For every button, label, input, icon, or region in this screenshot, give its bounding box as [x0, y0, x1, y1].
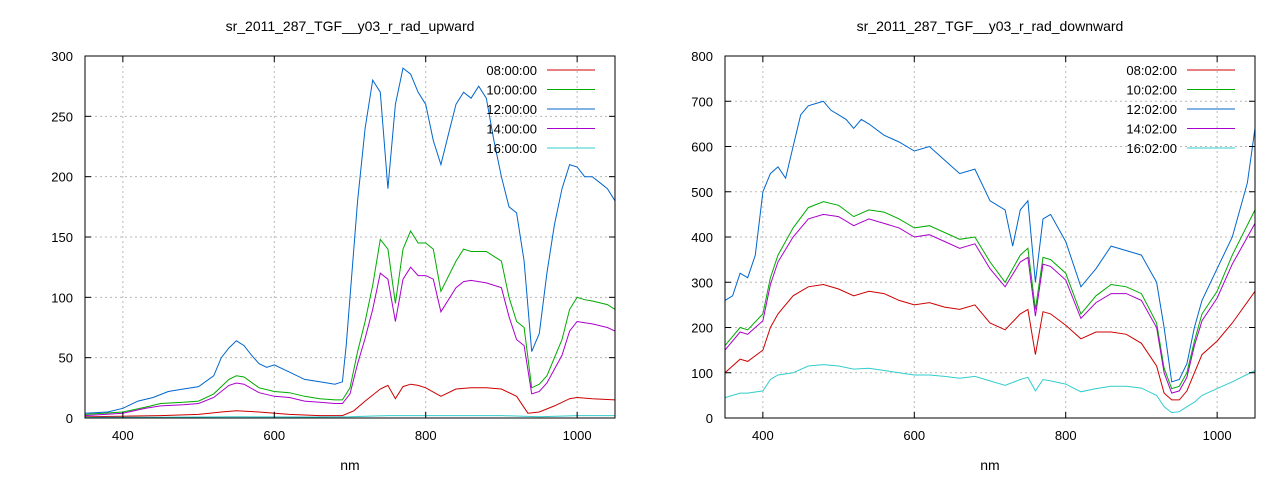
y-tick-label: 50 [59, 351, 73, 366]
x-axis-label: nm [980, 457, 999, 473]
x-tick-label: 600 [263, 428, 285, 443]
legend-entry-label: 16:00:00 [486, 141, 537, 156]
legend-entry-label: 08:02:00 [1126, 63, 1177, 78]
y-tick-label: 300 [51, 49, 73, 64]
series-line-08-00-00 [84, 383, 616, 418]
series-line-16-00-00 [84, 415, 615, 418]
legend-entry-label: 12:00:00 [486, 102, 537, 117]
y-tick-label: 700 [691, 94, 713, 109]
legend-entry-label: 10:02:00 [1126, 83, 1177, 98]
series-line-12-00-00 [84, 67, 616, 414]
series-line-14-02-00 [724, 213, 1256, 394]
chart-upward: sr_2011_287_TGF__y03_r_rad_upward 400 600 8… [51, 18, 616, 473]
y-tick-label: 0 [66, 411, 73, 426]
y-tick-label: 200 [51, 170, 73, 185]
legend-entry-label: 10:00:00 [486, 83, 537, 98]
chart-title: sr_2011_287_TGF__y03_r_rad_upward [226, 18, 475, 34]
x-tick-label: 1000 [1203, 428, 1232, 443]
y-tick-label: 250 [51, 109, 73, 124]
series-line-08-02-00 [724, 283, 1256, 401]
chart-downward: sr_2011_287_TGF__y03_r_rad_downward 400 60… [691, 18, 1256, 473]
chart-title: sr_2011_287_TGF__y03_r_rad_downward [857, 18, 1124, 34]
y-tick-label: 600 [691, 140, 713, 155]
y-tick-label: 100 [691, 366, 713, 381]
y-tick-label: 500 [691, 185, 713, 200]
x-tick-label: 400 [112, 428, 134, 443]
x-tick-label: 600 [903, 428, 925, 443]
y-tick-label: 100 [51, 290, 73, 305]
series-line-14-00-00 [84, 266, 616, 417]
x-axis-label: nm [340, 457, 359, 473]
legend-entry-label: 16:02:00 [1126, 141, 1177, 156]
y-tick-label: 150 [51, 230, 73, 245]
y-tick-label: 0 [706, 411, 713, 426]
series-line-16-02-00 [724, 364, 1256, 414]
y-tick-label: 300 [691, 275, 713, 290]
x-tick-label: 1000 [563, 428, 592, 443]
legend-entry-label: 14:00:00 [486, 122, 537, 137]
series-line-12-02-00 [724, 100, 1256, 383]
legend-entry-label: 14:02:00 [1126, 122, 1177, 137]
x-tick-label: 800 [415, 428, 437, 443]
series-line-10-02-00 [724, 201, 1256, 390]
legend-entry-label: 08:00:00 [486, 63, 537, 78]
series-line-10-00-00 [84, 229, 616, 415]
y-tick-label: 400 [691, 230, 713, 245]
legend-entry-label: 12:02:00 [1126, 102, 1177, 117]
x-tick-label: 800 [1055, 428, 1077, 443]
x-tick-label: 400 [752, 428, 774, 443]
y-tick-label: 800 [691, 49, 713, 64]
y-tick-label: 200 [691, 321, 713, 336]
